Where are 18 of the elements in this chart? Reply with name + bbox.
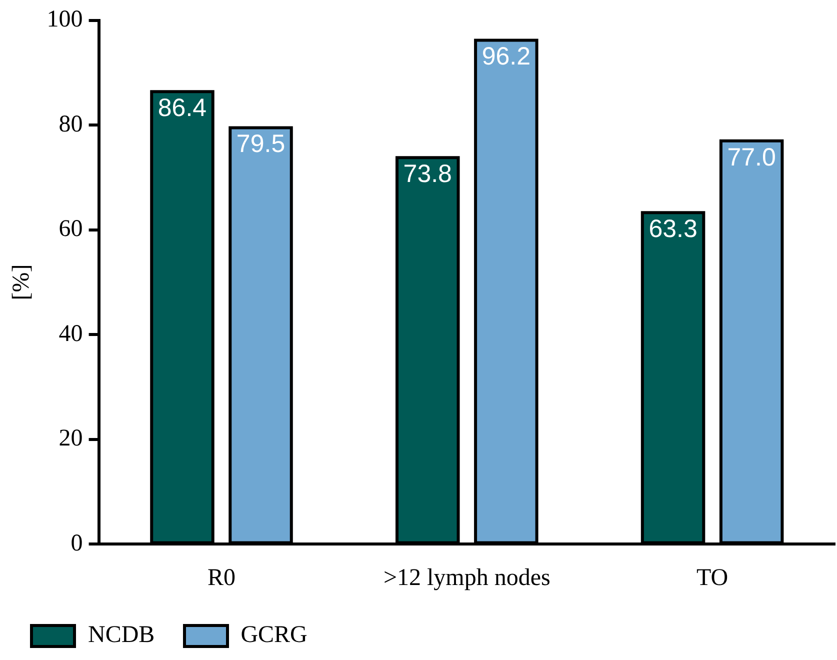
y-tick-label: 20 (58, 426, 83, 452)
legend-label: GCRG (240, 622, 308, 649)
data-label: 79.5 (236, 130, 286, 158)
data-label: 86.4 (158, 94, 207, 122)
y-tick-label: 100 (46, 6, 83, 33)
data-label: 63.3 (648, 215, 698, 244)
y-tick-label: 80 (58, 111, 83, 138)
x-tick-label: R0 (207, 564, 236, 591)
y-tick-label: 60 (58, 216, 83, 242)
y-tick-label: 0 (70, 530, 83, 556)
x-tick-label: TO (696, 564, 728, 591)
data-label: 73.8 (403, 160, 452, 188)
data-label: 77.0 (727, 143, 776, 172)
y-tick-label: 40 (58, 320, 83, 347)
legend-label: NCDB (88, 622, 155, 649)
y-axis-title: [%] (8, 264, 35, 300)
x-tick-label: >12 lymph nodes (383, 564, 550, 591)
data-label: 96.2 (482, 42, 530, 71)
